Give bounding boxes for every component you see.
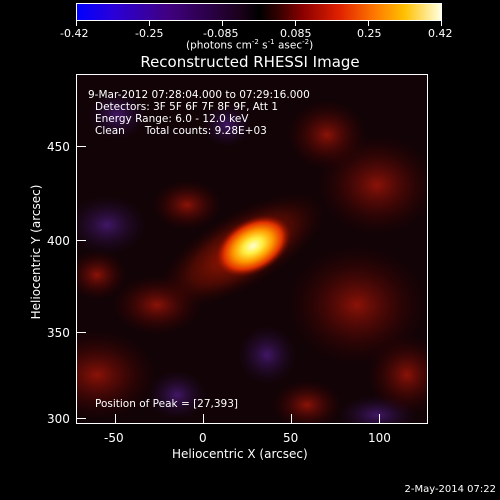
colorbar-tick-label: -0.42 bbox=[60, 27, 89, 40]
y-tick-label: 400 bbox=[47, 234, 70, 248]
y-tick-label: 300 bbox=[47, 412, 70, 426]
peak-position-annotation: Position of Peak = [27,393] bbox=[95, 398, 239, 410]
image-title: Reconstructed RHESSI Image bbox=[140, 53, 360, 71]
time-range-annotation: 9-Mar-2012 07:28:04.000 to 07:29:16.000 bbox=[88, 89, 310, 101]
x-tick-label: 0 bbox=[199, 431, 207, 445]
rhessi-image-map bbox=[77, 75, 427, 423]
x-tick-label: 100 bbox=[368, 431, 391, 445]
energy-range-annotation: Energy Range: 6.0 - 12.0 keV bbox=[95, 113, 249, 125]
colorbar-tickmarks bbox=[76, 21, 442, 27]
plot-date-stamp: 2-May-2014 07:22 bbox=[404, 484, 496, 495]
y-axis-label: Heliocentric Y (arcsec) bbox=[29, 184, 43, 320]
colorbar-tick-label: 0.25 bbox=[357, 27, 382, 40]
colorbar-tick-label: 0.085 bbox=[280, 27, 312, 40]
colorbar bbox=[76, 3, 442, 21]
x-axis-tickmarks bbox=[76, 414, 428, 424]
rhessi-image bbox=[76, 74, 428, 424]
y-tick-label: 350 bbox=[47, 326, 70, 340]
colorbar-tick-label: -0.25 bbox=[135, 27, 164, 40]
colorbar-tick-label: 0.42 bbox=[428, 27, 453, 40]
detectors-annotation: Detectors: 3F 5F 6F 7F 8F 9F, Att 1 bbox=[95, 101, 279, 113]
x-tick-label: 50 bbox=[283, 431, 299, 445]
y-axis-tickmarks bbox=[76, 74, 86, 424]
y-tick-label: 450 bbox=[47, 140, 70, 154]
x-axis-label: Heliocentric X (arcsec) bbox=[172, 447, 308, 461]
x-tick-label: -50 bbox=[104, 431, 124, 445]
clean-counts-annotation: Clean Total counts: 9.28E+03 bbox=[95, 125, 267, 137]
colorbar-unit-label: (photons cm-2 s-1 asec-2) bbox=[186, 38, 314, 52]
colorbar-tick-label: -0.085 bbox=[203, 27, 239, 40]
